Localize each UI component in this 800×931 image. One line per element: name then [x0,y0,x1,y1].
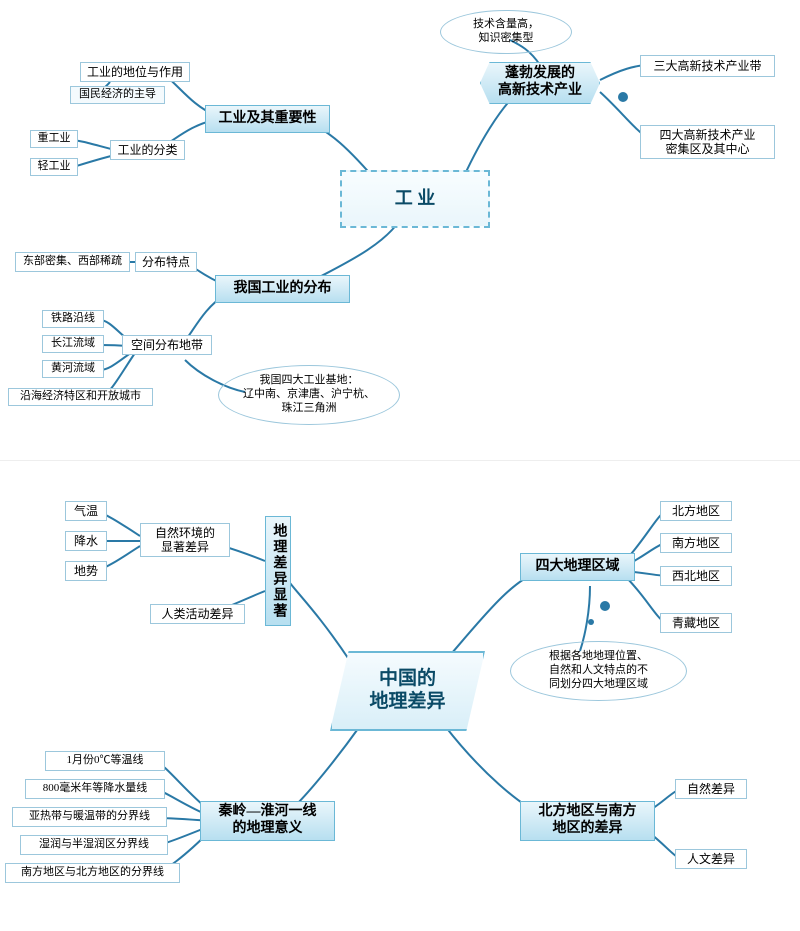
node-distribution: 我国工业的分布 [215,275,350,303]
leaf-ns-boundary: 南方地区与北方地区的分界线 [5,863,180,883]
bubble-four-bases: 我国四大工业基地： 辽中南、京津唐、沪宁杭、 珠江三角洲 [218,365,400,425]
leaf-yellow-river: 黄河流域 [42,360,104,378]
root-geodiff: 中国的 地理差异 [330,651,485,731]
leaf-coastal-sez: 沿海经济特区和开放城市 [8,388,153,406]
leaf-human-activity-diff: 人类活动差异 [150,604,245,624]
leaf-economy-leading: 国民经济的主导 [70,86,165,104]
node-qinling-huai: 秦岭—淮河一线 的地理意义 [200,801,335,841]
leaf-industry-classify: 工业的分类 [110,140,185,160]
node-diff-significant: 地理差异显著 [265,516,291,626]
leaf-tibet-region: 青藏地区 [660,613,732,633]
leaf-northwest-region: 西北地区 [660,566,732,586]
bubble-regions-note: 根据各地地理位置、 自然和人文特点的不 同划分四大地理区域 [510,641,687,701]
accent-dot-3 [588,619,594,625]
leaf-nature-diff: 自然环境的 显著差异 [140,523,230,557]
leaf-yangtze: 长江流域 [42,335,104,353]
mindmap-geodiff: 中国的 地理差异 地理差异显著 自然环境的 显著差异 气温 降水 地势 人类活动… [0,460,800,931]
leaf-railway: 铁路沿线 [42,310,104,328]
leaf-dist-feature: 分布特点 [135,252,197,272]
leaf-north-region: 北方地区 [660,501,732,521]
leaf-humid-semihumid: 湿润与半湿润区分界线 [20,835,168,855]
node-north-south-diff: 北方地区与南方 地区的差异 [520,801,655,841]
mindmap-industry: 工 业 工业及其重要性 工业的地位与作用 国民经济的主导 工业的分类 重工业 轻… [0,0,800,460]
bubble-hitech-note: 技术含量高， 知识密集型 [440,10,572,54]
leaf-jan0c: 1月份0℃等温线 [45,751,165,771]
leaf-terrain: 地势 [65,561,107,581]
node-importance: 工业及其重要性 [205,105,330,133]
leaf-temperature: 气温 [65,501,107,521]
accent-dot-1 [618,92,628,102]
leaf-industry-role: 工业的地位与作用 [80,62,190,82]
leaf-east-dense-west-sparse: 东部密集、西部稀疏 [15,252,130,272]
leaf-human-diff: 人文差异 [675,849,747,869]
leaf-natural-diff: 自然差异 [675,779,747,799]
accent-dot-2 [600,601,610,611]
node-hitech: 蓬勃发展的 高新技术产业 [480,62,600,104]
leaf-heavy-industry: 重工业 [30,130,78,148]
leaf-subtropical-temperate: 亚热带与暖温带的分界线 [12,807,167,827]
leaf-precipitation: 降水 [65,531,107,551]
node-four-regions: 四大地理区域 [520,553,635,581]
leaf-south-region: 南方地区 [660,533,732,553]
leaf-800mm: 800毫米年等降水量线 [25,779,165,799]
leaf-three-hitech-belts: 三大高新技术产业带 [640,55,775,77]
leaf-four-hitech-zones: 四大高新技术产业 密集区及其中心 [640,125,775,159]
leaf-light-industry: 轻工业 [30,158,78,176]
root-industry: 工 业 [340,170,490,228]
leaf-spatial-belt: 空间分布地带 [122,335,212,355]
